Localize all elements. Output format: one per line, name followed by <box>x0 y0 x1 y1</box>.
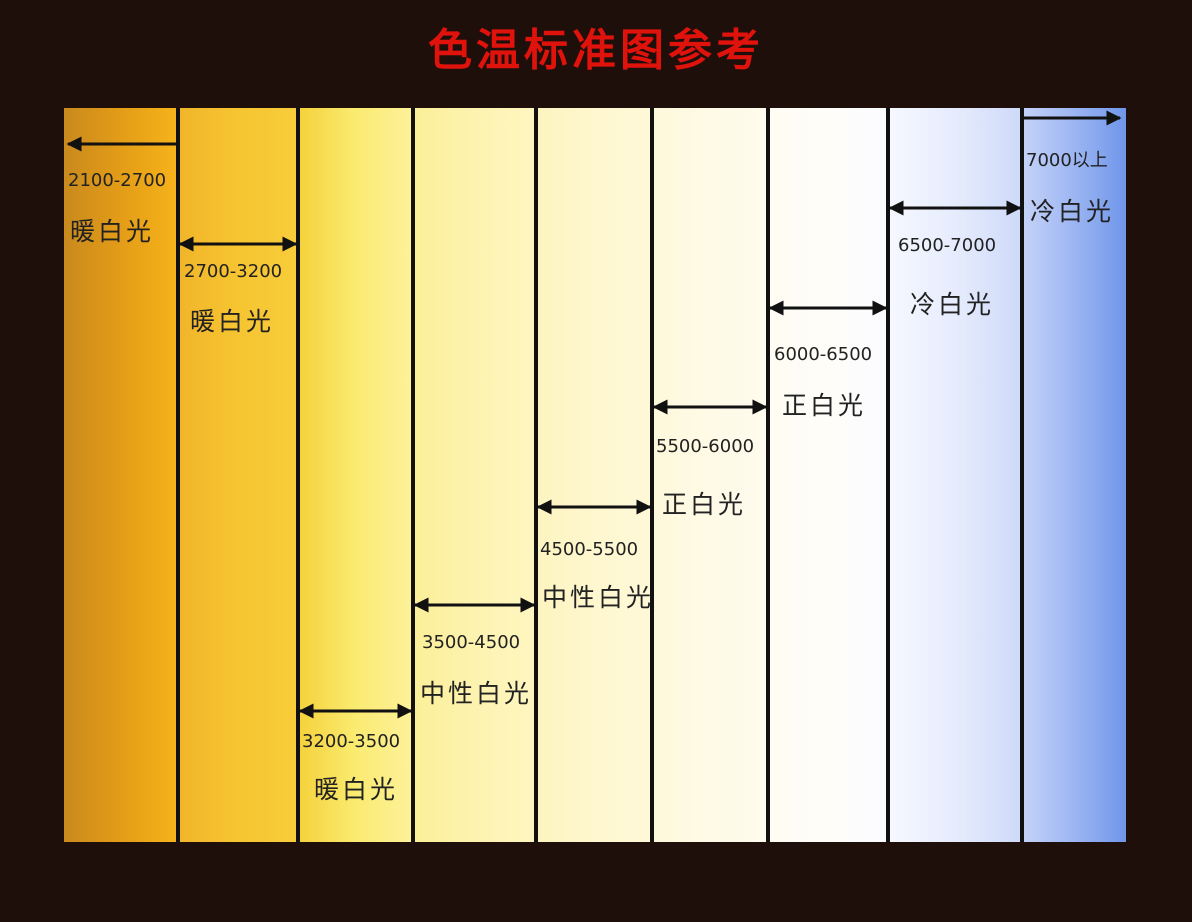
range-label-2100-2700: 2100-2700 <box>68 170 167 191</box>
name-label-2100-2700: 暖白光 <box>70 217 155 246</box>
band-7000-plus <box>1024 108 1126 842</box>
range-label-2700-3200: 2700-3200 <box>184 261 283 282</box>
range-label-6500-7000: 6500-7000 <box>898 235 997 256</box>
page-title: 色温标准图参考 <box>428 25 764 76</box>
band-3500-4500 <box>415 108 534 842</box>
color-temperature-chart: 2100-2700 暖白光 2700-3200 暖白光 3200-3500 暖白… <box>64 108 1126 842</box>
name-label-6500-7000: 冷白光 <box>910 290 995 319</box>
name-label-5500-6000: 正白光 <box>662 490 747 519</box>
band-6000-6500 <box>770 108 886 842</box>
name-label-7000-plus: 冷白光 <box>1030 197 1115 226</box>
band-6500-7000 <box>890 108 1020 842</box>
range-arrows <box>66 110 1122 719</box>
range-label-5500-6000: 5500-6000 <box>656 436 755 457</box>
name-label-3200-3500: 暖白光 <box>314 775 399 804</box>
band-4500-5500 <box>538 108 650 842</box>
band-3200-3500 <box>300 108 411 842</box>
band-2100-2700 <box>64 108 176 842</box>
range-label-3500-4500: 3500-4500 <box>422 632 521 653</box>
name-label-6000-6500: 正白光 <box>782 391 867 420</box>
name-label-2700-3200: 暖白光 <box>190 307 275 336</box>
range-label-7000-plus: 7000以上 <box>1026 150 1108 171</box>
band-2700-3200 <box>180 108 296 842</box>
band-5500-6000 <box>654 108 766 842</box>
name-label-4500-5500: 中性白光 <box>542 583 655 612</box>
name-label-3500-4500: 中性白光 <box>420 679 533 708</box>
range-label-4500-5500: 4500-5500 <box>540 539 639 560</box>
range-label-6000-6500: 6000-6500 <box>774 344 873 365</box>
range-label-3200-3500: 3200-3500 <box>302 731 401 752</box>
